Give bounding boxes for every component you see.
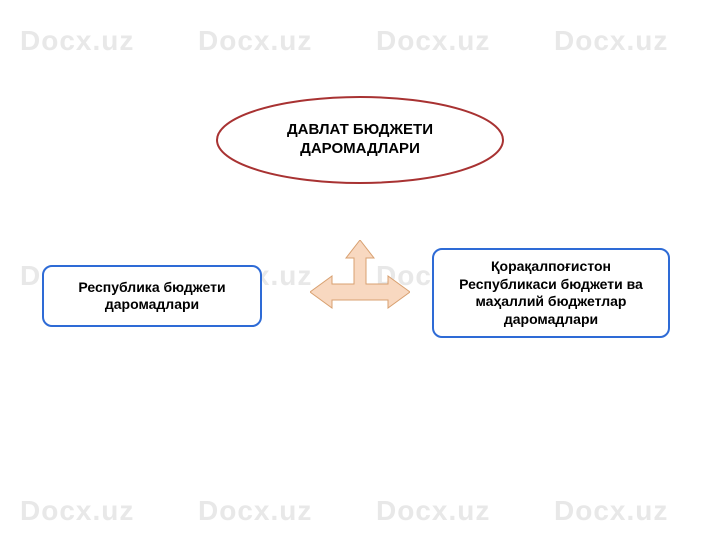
- watermark-text: Docx.uz: [554, 25, 668, 57]
- top-ellipse-text: ДАВЛАТ БЮДЖЕТИДАРОМАДЛАРИ: [287, 121, 433, 159]
- watermark-text: Docx.uz: [554, 495, 668, 527]
- top-ellipse-node: ДАВЛАТ БЮДЖЕТИДАРОМАДЛАРИ: [215, 95, 505, 185]
- right-rect-text: ҚорақалпоғистонРеспубликаси бюджети вама…: [459, 258, 643, 328]
- right-rect-node: ҚорақалпоғистонРеспубликаси бюджети вама…: [432, 248, 670, 338]
- watermark-text: Docx.uz: [20, 495, 134, 527]
- watermark-text: Docx.uz: [376, 495, 490, 527]
- three-way-arrow-icon: [310, 240, 410, 328]
- watermark-text: Docx.uz: [376, 25, 490, 57]
- left-rect-text: Республика бюджетидаромадлари: [78, 279, 225, 314]
- left-rect-node: Республика бюджетидаромадлари: [42, 265, 262, 327]
- watermark-text: Docx.uz: [198, 25, 312, 57]
- watermark-text: Docx.uz: [20, 25, 134, 57]
- watermark-text: Docx.uz: [198, 495, 312, 527]
